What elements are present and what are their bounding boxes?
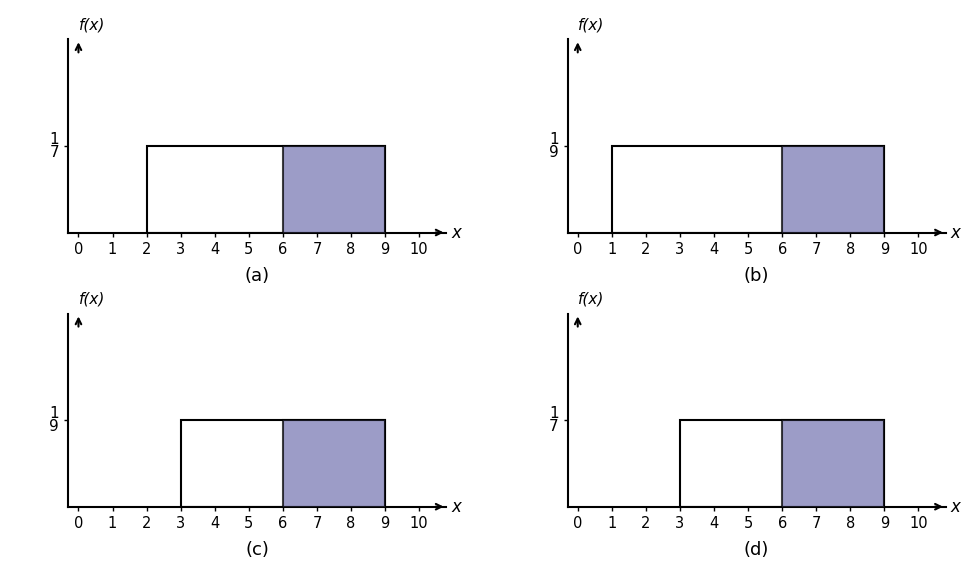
Text: (a): (a) [245, 267, 270, 285]
Text: (b): (b) [744, 267, 769, 285]
Text: (d): (d) [744, 542, 769, 560]
Text: f(x): f(x) [78, 17, 105, 33]
Text: f(x): f(x) [78, 292, 105, 307]
Text: x: x [951, 498, 960, 516]
Text: x: x [451, 498, 461, 516]
Bar [180, 420, 385, 507]
Bar [146, 146, 385, 233]
Bar [680, 420, 884, 507]
Bar [612, 146, 884, 233]
Bar [782, 146, 884, 233]
Text: f(x): f(x) [578, 17, 604, 33]
Bar [283, 420, 385, 507]
Text: (c): (c) [246, 542, 269, 560]
Text: x: x [951, 224, 960, 242]
Text: x: x [451, 224, 461, 242]
Bar [782, 420, 884, 507]
Bar [283, 146, 385, 233]
Text: f(x): f(x) [578, 292, 604, 307]
